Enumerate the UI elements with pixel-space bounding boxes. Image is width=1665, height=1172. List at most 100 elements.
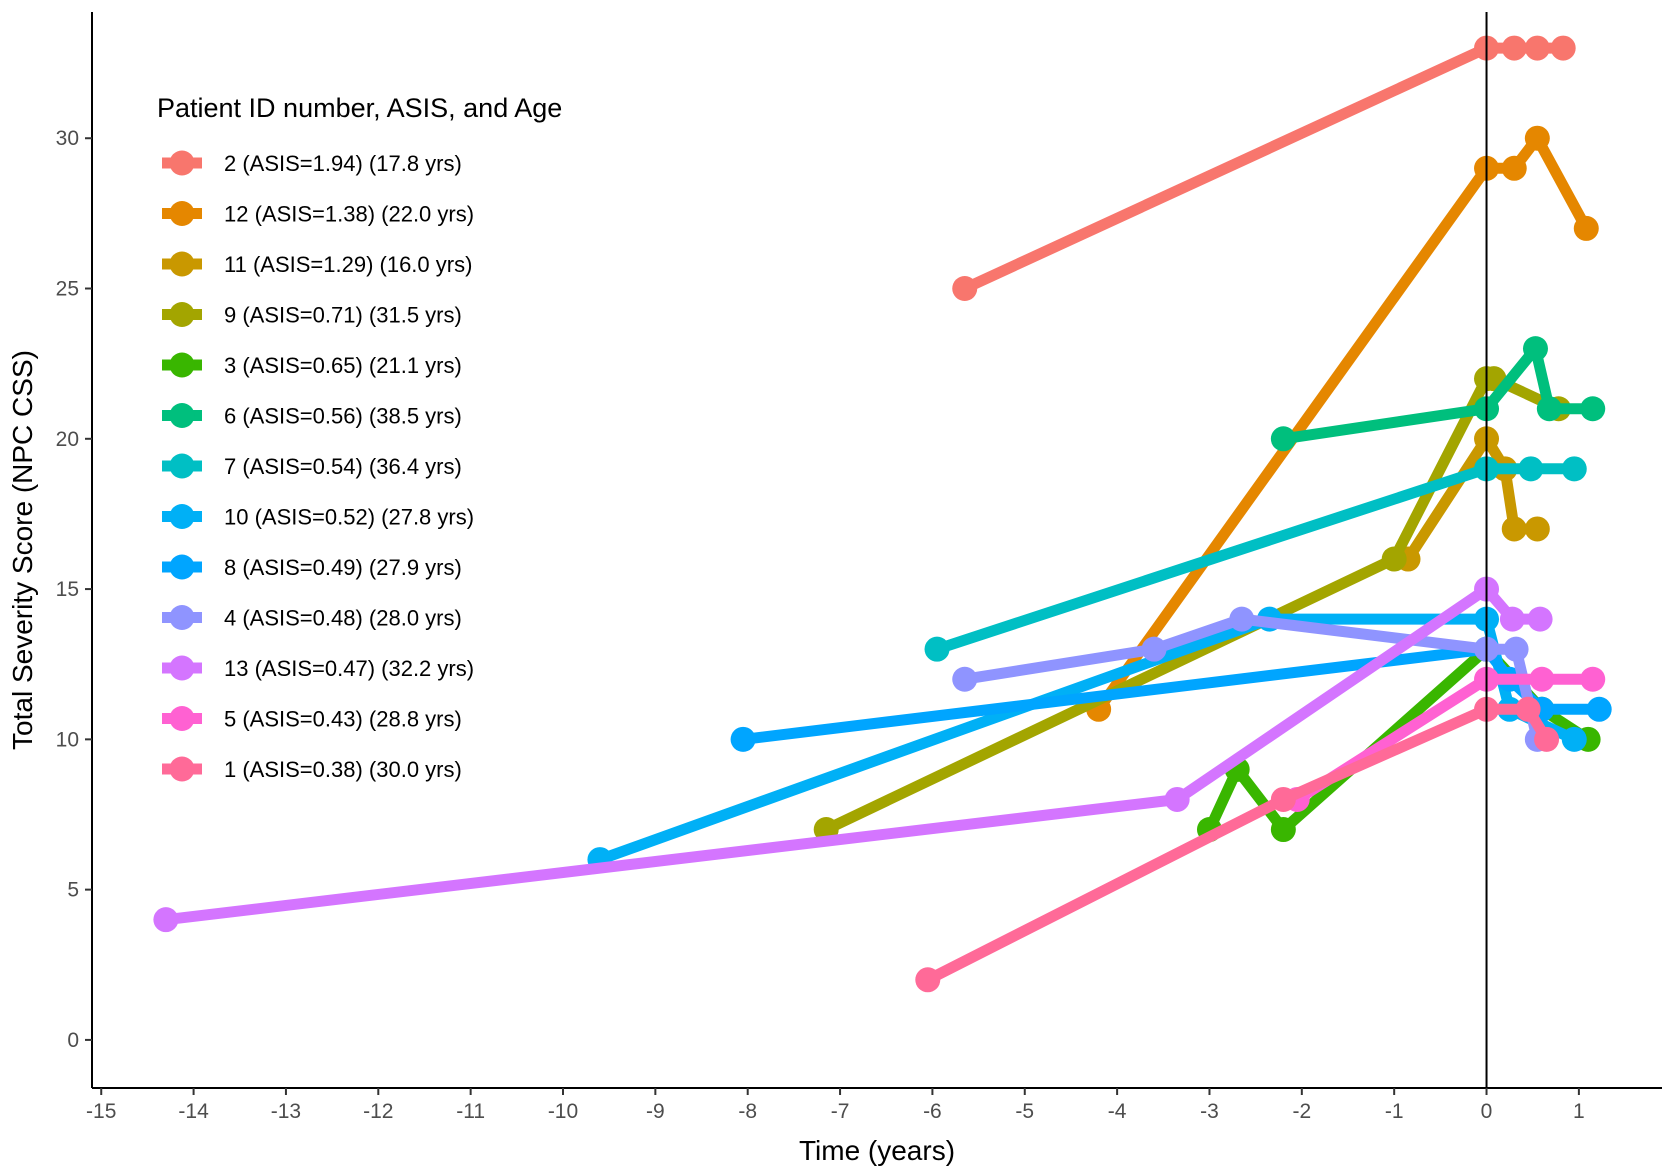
data-point (1501, 516, 1527, 542)
series-group (952, 606, 1550, 752)
data-point (1534, 726, 1560, 752)
legend-label: 2 (ASIS=1.94) (17.8 yrs) (224, 151, 462, 176)
series-line (963, 613, 1543, 741)
data-point (1527, 606, 1553, 632)
y-tick-label: 25 (56, 278, 79, 301)
x-tick-label: -2 (1292, 1100, 1311, 1123)
y-tick-label: 10 (56, 728, 79, 751)
x-tick-label: 0 (1481, 1100, 1493, 1123)
x-tick-label: -7 (831, 1100, 850, 1123)
series-group (924, 456, 1587, 662)
series-group (1270, 336, 1606, 452)
legend-label: 7 (ASIS=0.54) (36.4 yrs) (224, 454, 462, 479)
series-group (952, 35, 1576, 302)
legend-item: 5 (ASIS=0.43) (28.8 yrs) (162, 706, 462, 732)
legend-label: 13 (ASIS=0.47) (32.2 yrs) (224, 656, 474, 681)
legend-label: 12 (ASIS=1.38) (22.0 yrs) (224, 202, 474, 227)
x-tick-label: -11 (456, 1100, 485, 1123)
series-line (1294, 673, 1593, 805)
data-point (952, 666, 978, 692)
x-tick-label: -5 (1015, 1100, 1034, 1123)
y-tick-label: 30 (56, 127, 79, 150)
x-tick-label: -6 (923, 1100, 942, 1123)
legend-item: 7 (ASIS=0.54) (36.4 yrs) (162, 453, 462, 479)
legend-key-point (169, 655, 195, 681)
data-point (1270, 817, 1296, 843)
legend-key-point (169, 403, 195, 428)
data-point (1580, 396, 1606, 422)
legend-key-point (169, 453, 195, 479)
data-point (1524, 125, 1550, 151)
legend-key-point (169, 504, 195, 529)
y-tick-label: 5 (67, 879, 79, 902)
legend-key-point (169, 554, 195, 580)
x-tick-label: -1 (1385, 1100, 1404, 1123)
data-point (1501, 155, 1527, 181)
legend-label: 3 (ASIS=0.65) (21.1 yrs) (224, 353, 462, 378)
data-point (1524, 516, 1550, 542)
data-point (1164, 786, 1190, 812)
x-tick-label: -3 (1200, 1100, 1219, 1123)
y-axis-title: Total Severity Score (NPC CSS) (7, 350, 38, 750)
legend-label: 4 (ASIS=0.48) (28.0 yrs) (224, 606, 462, 631)
data-point (1381, 546, 1407, 572)
x-tick-label: -8 (738, 1100, 757, 1123)
legend: Patient ID number, ASIS, and Age 2 (ASIS… (157, 93, 562, 782)
series-line (935, 463, 1575, 655)
legend-item: 3 (ASIS=0.65) (21.1 yrs) (162, 352, 462, 378)
x-tick-label: 1 (1573, 1100, 1585, 1123)
data-point (1499, 606, 1525, 632)
data-point (1229, 606, 1255, 632)
x-tick-label: -4 (1108, 1100, 1127, 1123)
legend-item: 13 (ASIS=0.47) (32.2 yrs) (162, 655, 474, 681)
plot-area (153, 12, 1612, 1088)
data-point (1522, 336, 1548, 362)
legend-key-point (169, 251, 195, 277)
legend-item: 1 (ASIS=0.38) (30.0 yrs) (162, 756, 462, 782)
data-point (915, 967, 941, 993)
x-tick-label: -15 (86, 1100, 116, 1123)
legend-item: 12 (ASIS=1.38) (22.0 yrs) (162, 201, 474, 227)
data-point (1586, 696, 1612, 722)
data-point (1515, 696, 1541, 722)
legend-key-point (169, 756, 195, 782)
data-point (1580, 666, 1606, 692)
legend-item: 11 (ASIS=1.29) (16.0 yrs) (162, 251, 472, 277)
x-axis-title: Time (years) (799, 1135, 955, 1166)
x-tick-label: -9 (646, 1100, 665, 1123)
data-point (153, 907, 179, 933)
legend-label: 11 (ASIS=1.29) (16.0 yrs) (224, 252, 472, 277)
data-point (1518, 456, 1544, 482)
x-tick-label: -12 (363, 1100, 393, 1123)
legend-item: 4 (ASIS=0.48) (28.0 yrs) (162, 605, 462, 631)
legend-key-point (169, 302, 195, 327)
legend-key-point (169, 201, 195, 226)
y-tick-label: 0 (67, 1029, 79, 1052)
data-point (924, 636, 950, 662)
x-tick-label: -13 (271, 1100, 301, 1123)
data-point (730, 726, 756, 752)
data-point (1141, 636, 1167, 662)
legend-label: 9 (ASIS=0.71) (31.5 yrs) (224, 303, 462, 328)
y-tick-label: 20 (56, 428, 79, 451)
legend-key-point (169, 150, 195, 176)
legend-label: 6 (ASIS=0.56) (38.5 yrs) (224, 404, 462, 429)
legend-key-point (169, 706, 195, 731)
legend-label: 10 (ASIS=0.52) (27.8 yrs) (224, 505, 474, 530)
x-tick-label: -14 (178, 1100, 209, 1123)
data-point (1501, 35, 1527, 61)
data-point (1561, 726, 1587, 752)
data-point (952, 276, 978, 302)
data-point (1270, 786, 1296, 812)
legend-items: 2 (ASIS=1.94) (17.8 yrs) 12 (ASIS=1.38) (… (162, 150, 474, 782)
data-point (1536, 396, 1562, 422)
legend-label: 8 (ASIS=0.49) (27.9 yrs) (224, 555, 462, 580)
legend-item: 10 (ASIS=0.52) (27.8 yrs) (162, 504, 474, 530)
legend-item: 8 (ASIS=0.49) (27.9 yrs) (162, 554, 462, 580)
data-point (1550, 35, 1576, 61)
legend-key-point (169, 605, 195, 630)
legend-key-point (169, 352, 195, 378)
y-tick-label: 15 (56, 578, 79, 601)
